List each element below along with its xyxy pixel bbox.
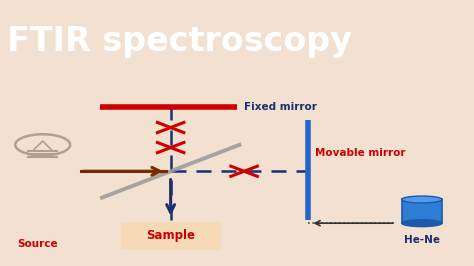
- Ellipse shape: [402, 196, 442, 203]
- FancyBboxPatch shape: [121, 222, 220, 250]
- Text: Sample: Sample: [146, 230, 195, 242]
- FancyBboxPatch shape: [402, 200, 442, 223]
- Ellipse shape: [402, 220, 442, 227]
- Text: Source: Source: [18, 239, 58, 249]
- Text: Fixed mirror: Fixed mirror: [244, 102, 317, 113]
- Text: He-Ne: He-Ne: [404, 235, 440, 244]
- Text: Movable mirror: Movable mirror: [315, 148, 406, 158]
- Text: FTIR spectroscopy: FTIR spectroscopy: [7, 25, 352, 59]
